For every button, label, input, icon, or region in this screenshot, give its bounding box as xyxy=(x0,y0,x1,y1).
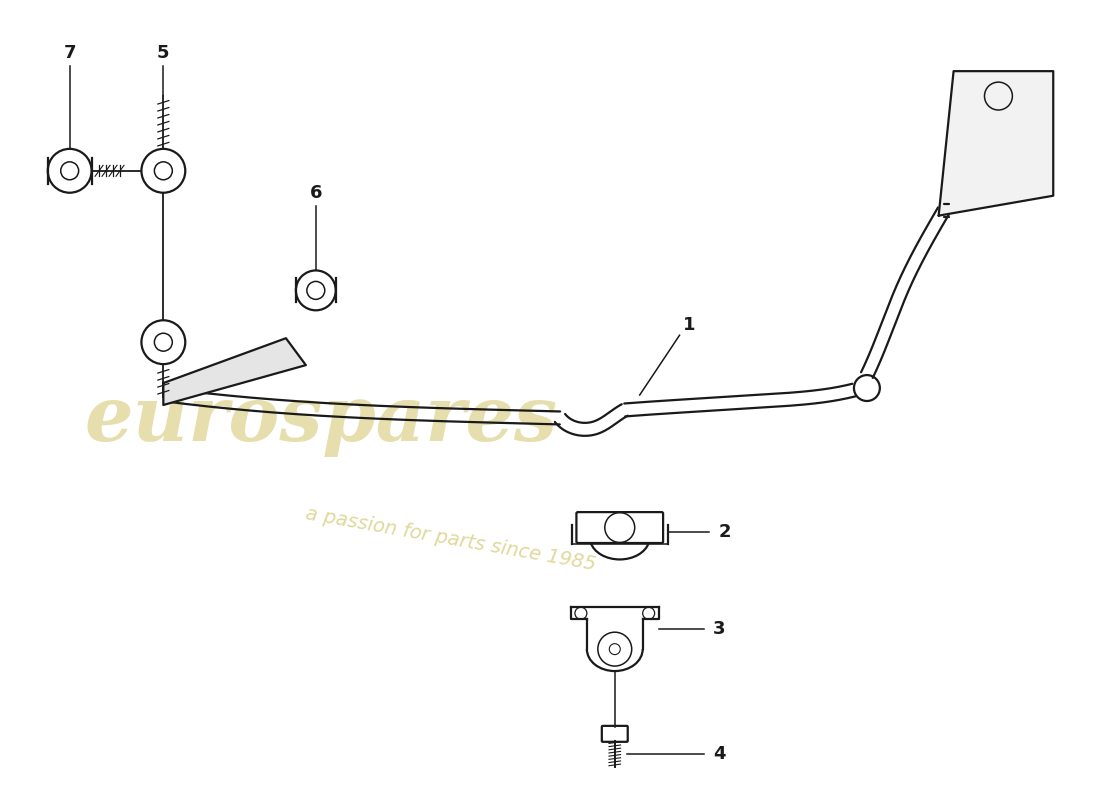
Polygon shape xyxy=(938,71,1053,216)
Text: 3: 3 xyxy=(713,620,726,638)
Text: 2: 2 xyxy=(718,522,730,541)
Text: 6: 6 xyxy=(309,184,322,202)
Polygon shape xyxy=(163,338,306,405)
Text: 7: 7 xyxy=(64,44,76,62)
Text: 5: 5 xyxy=(157,44,169,62)
Text: 1: 1 xyxy=(683,316,696,334)
Text: a passion for parts since 1985: a passion for parts since 1985 xyxy=(304,505,597,574)
Text: 4: 4 xyxy=(713,745,726,762)
Text: eurospares: eurospares xyxy=(85,383,558,457)
